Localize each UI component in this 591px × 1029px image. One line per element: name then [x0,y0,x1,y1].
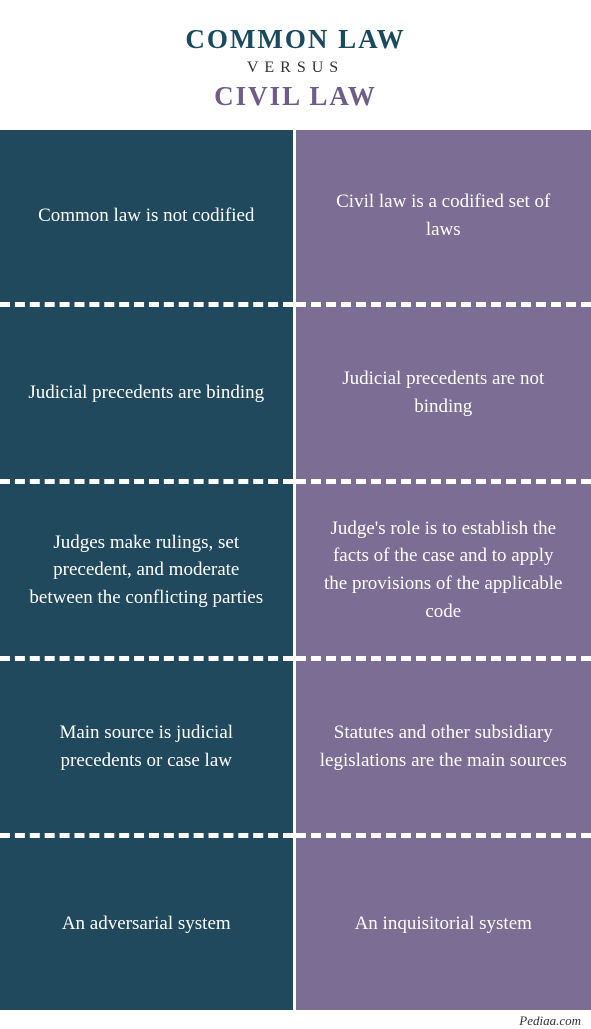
title-common-law: COMMON LAW [0,24,591,55]
cell-left-4: An adversarial system [0,838,293,1010]
versus-label: VERSUS [0,59,591,77]
cell-right-4: An inquisitorial system [296,838,591,1010]
cell-left-3: Main source is judicial precedents or ca… [0,661,293,838]
column-civil-law: Civil law is a codified set of laws Judi… [296,130,591,1010]
cell-right-0: Civil law is a codified set of laws [296,130,591,307]
cell-right-1: Judicial precedents are not binding [296,307,591,484]
cell-left-2: Judges make rulings, set precedent, and … [0,484,293,661]
title-civil-law: CIVIL LAW [0,81,591,112]
cell-left-0: Common law is not codified [0,130,293,307]
cell-right-3: Statutes and other subsidiary legislatio… [296,661,591,838]
cell-right-2: Judge's role is to establish the facts o… [296,484,591,661]
comparison-columns: Common law is not codified Judicial prec… [0,130,591,1010]
header: COMMON LAW VERSUS CIVIL LAW [0,0,591,130]
column-common-law: Common law is not codified Judicial prec… [0,130,296,1010]
source-attribution: Pediaa.com [0,1010,591,1029]
cell-left-1: Judicial precedents are binding [0,307,293,484]
